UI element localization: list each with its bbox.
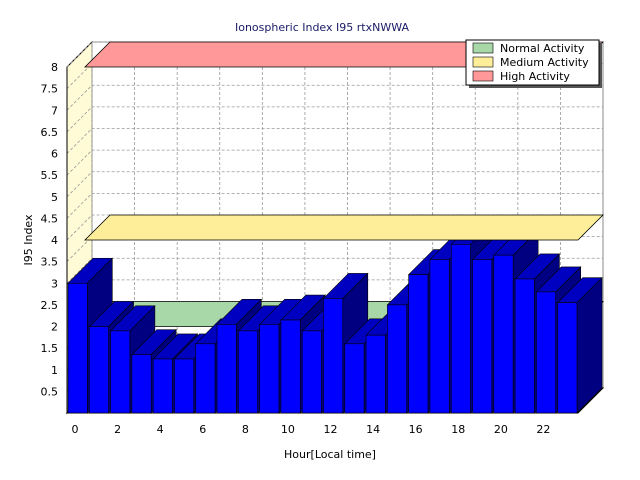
bar-front	[110, 330, 131, 414]
legend-label: Normal Activity	[500, 42, 585, 55]
x-tick-label: 14	[366, 423, 380, 436]
y-gridline	[66, 171, 603, 198]
y-tick-label: 6	[51, 148, 58, 161]
bar-front	[67, 282, 88, 414]
chart-title: Ionospheric Index I95 rtxNWWA	[235, 21, 409, 34]
bar-front	[536, 291, 557, 414]
bar-front	[365, 334, 386, 414]
y-tick-label: 5	[51, 191, 58, 204]
x-tick-labels: 0 2 4 6 8 10 12 14 16 18 20 22	[72, 423, 551, 436]
y-tick-label: 3.5	[41, 256, 59, 269]
bar-front	[280, 319, 301, 414]
x-tick-label: 16	[409, 423, 423, 436]
legend-swatch	[472, 70, 494, 82]
x-tick-label: 6	[199, 423, 206, 436]
bar-front	[408, 274, 429, 414]
x-tick-label: 8	[242, 423, 249, 436]
y-tick-label: 1.5	[41, 342, 59, 355]
y-tick-label: 2	[51, 321, 58, 334]
legend-label: High Activity	[500, 70, 570, 83]
bar-front	[195, 343, 216, 414]
x-tick-label: 22	[536, 423, 550, 436]
bar-front	[472, 259, 493, 414]
y-gridline	[66, 84, 603, 111]
y-tick-label: 6.5	[41, 126, 59, 139]
bar-front	[174, 358, 195, 414]
bar-front	[557, 302, 578, 414]
x-tick-label: 0	[72, 423, 79, 436]
x-tick-label: 18	[451, 423, 465, 436]
legend-swatch	[472, 56, 494, 68]
bar-front	[259, 324, 280, 414]
y-tick-label: 4	[51, 234, 58, 247]
bar-front	[323, 298, 344, 414]
x-tick-label: 12	[324, 423, 338, 436]
bar-front	[344, 343, 365, 414]
legend-label: Medium Activity	[500, 56, 589, 69]
bar-front	[493, 254, 514, 414]
y-tick-labels: 0.5 1 1.5 2 2.5 3 3.5 4 4.5 5 5.5 6 6.5 7 7.5 8	[41, 61, 59, 398]
x-tick-label: 10	[281, 423, 295, 436]
bar-front	[514, 278, 535, 414]
y-tick-label: 2.5	[41, 299, 59, 312]
bar-front	[216, 324, 237, 414]
y-tick-label: 5.5	[41, 169, 59, 182]
x-tick-label: 20	[494, 423, 508, 436]
y-tick-label: 7.5	[41, 83, 59, 96]
y-axis-title: I95 Index	[22, 214, 35, 266]
y-tick-label: 0.5	[41, 385, 59, 398]
y-tick-label: 7	[51, 104, 58, 117]
y-tick-label: 8	[51, 61, 58, 74]
y-gridline	[66, 149, 603, 176]
bar-front	[301, 330, 322, 414]
x-tick-label: 2	[114, 423, 121, 436]
band-medium-activity	[84, 214, 604, 241]
bar-front	[131, 354, 152, 414]
x-tick-label: 4	[157, 423, 164, 436]
y-tick-label: 3	[51, 277, 58, 290]
y-tick-label: 1	[51, 364, 58, 377]
bar-front	[429, 259, 450, 414]
bar-front	[88, 326, 109, 414]
bar-front	[152, 358, 173, 414]
bar-front	[238, 330, 258, 414]
bar-front	[387, 304, 407, 414]
x-axis-title: Hour[Local time]	[284, 448, 376, 461]
bar-front	[450, 244, 471, 414]
legend-swatch	[472, 42, 494, 54]
y-tick-label: 4.5	[41, 212, 59, 225]
y-gridline	[66, 106, 603, 133]
bar	[556, 276, 603, 414]
